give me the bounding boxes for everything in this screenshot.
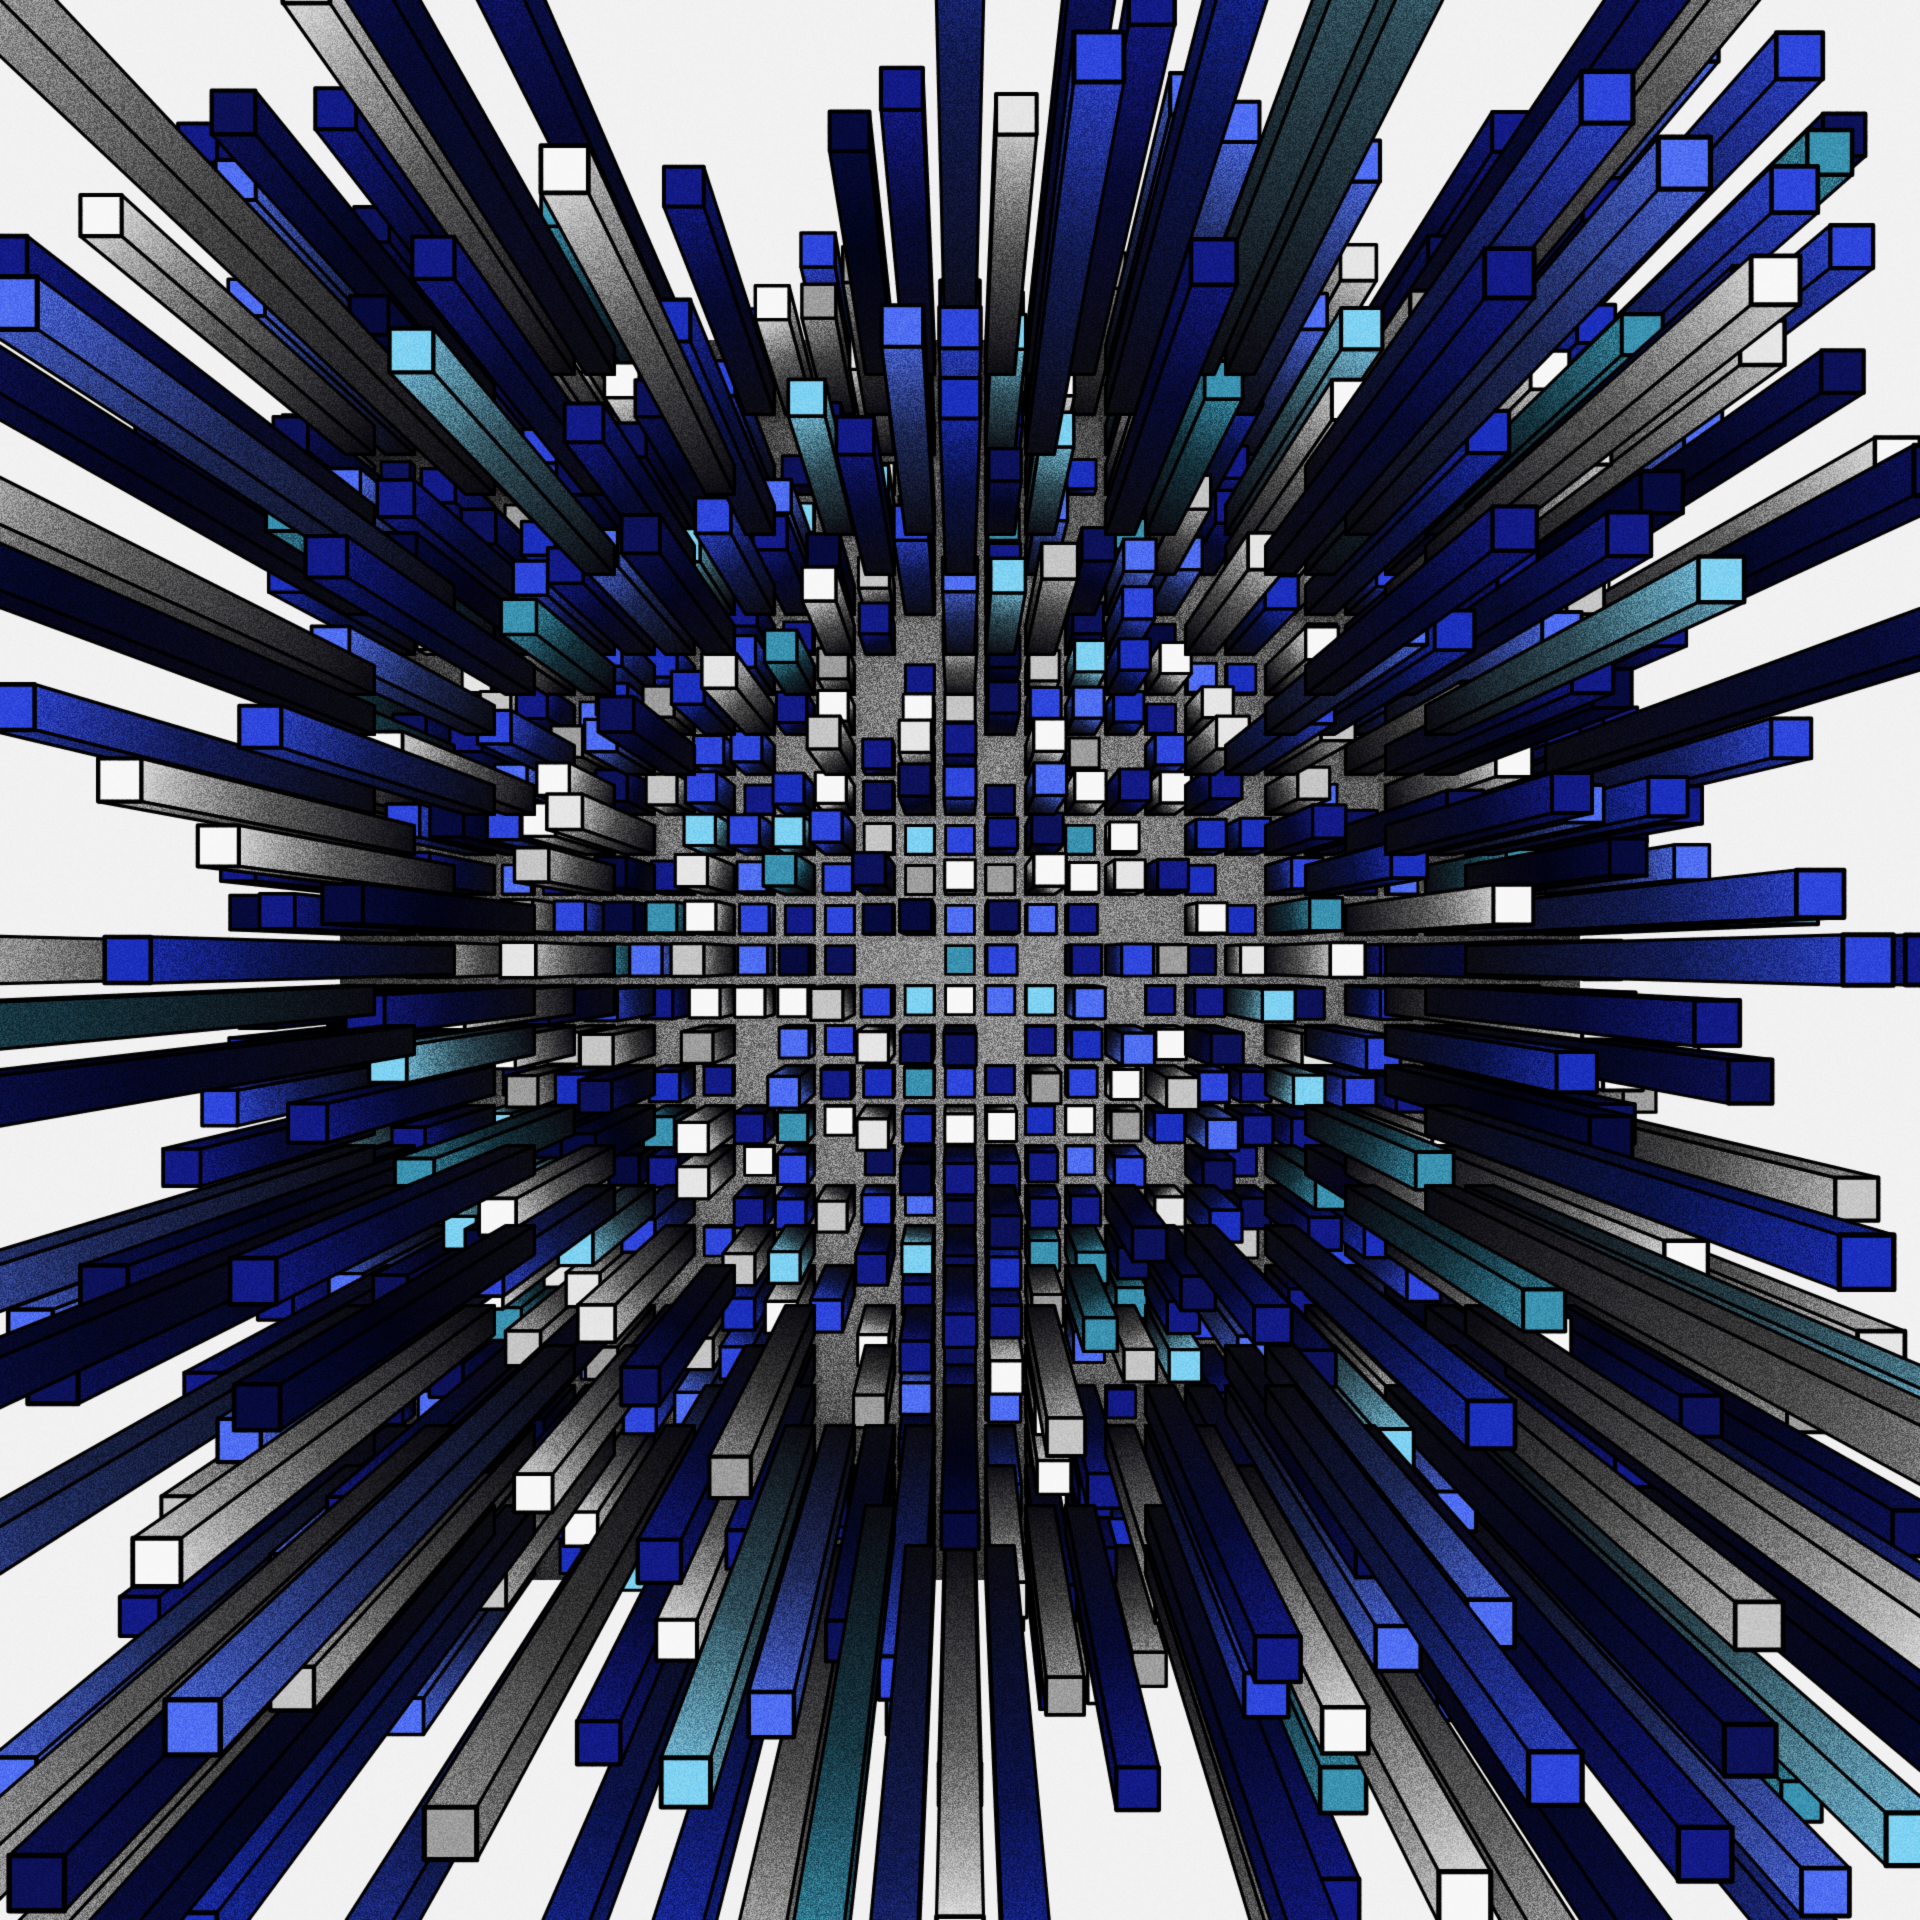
generative-extrusion-field-canvas <box>0 0 1920 1920</box>
artwork <box>0 0 1920 1920</box>
